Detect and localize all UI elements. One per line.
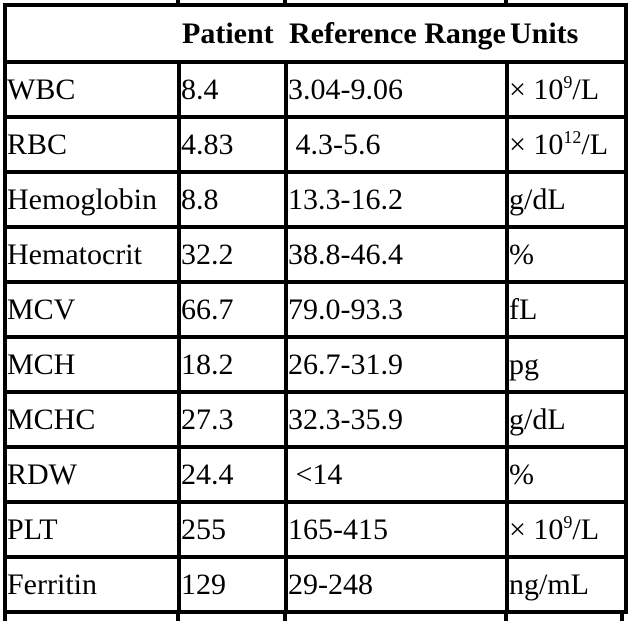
table-row-wbc: WBC 8.4 3.04-9.06 × 109/L xyxy=(3,60,628,119)
units-cell: g/dL xyxy=(505,390,628,449)
reference-range-cell: 3.04-9.06 xyxy=(284,60,509,119)
patient-value-cell: 32.2 xyxy=(177,225,288,284)
units-exponent: 12 xyxy=(563,126,582,147)
patient-value-cell: 129 xyxy=(177,555,288,614)
units-exponent: 9 xyxy=(563,511,573,532)
patient-value-cell: 27.3 xyxy=(177,390,288,449)
table-row-plt: PLT 255 165-415 × 109/L xyxy=(3,500,628,559)
parameter-cell: Ferritin xyxy=(3,555,181,614)
patient-value-cell: 66.7 xyxy=(177,280,288,339)
cropped-column-line-tick xyxy=(176,0,180,5)
lab-results-table: Patient Reference Range Units WBC 8.4 3.… xyxy=(3,3,628,614)
units-base: g/dL xyxy=(509,182,566,216)
units-cell: % xyxy=(505,445,628,504)
patient-value-cell: 8.8 xyxy=(177,170,288,229)
table-row-hemoglobin: Hemoglobin 8.8 13.3-16.2 g/dL xyxy=(3,170,628,229)
units-cell: pg xyxy=(505,335,628,394)
column-header-parameter xyxy=(5,5,179,64)
cropped-column-line-tick xyxy=(283,613,287,621)
units-base: × 10 xyxy=(509,127,564,161)
units-tail: /L xyxy=(572,72,600,106)
units-cell: × 1012/L xyxy=(505,115,628,174)
patient-value-cell: 255 xyxy=(177,500,288,559)
reference-range-cell: 4.3-5.6 xyxy=(284,115,509,174)
parameter-cell: WBC xyxy=(3,60,181,119)
reference-range-cell: 79.0-93.3 xyxy=(284,280,509,339)
table-row-ferritin: Ferritin 129 29-248 ng/mL xyxy=(3,555,628,614)
table-row-hematocrit: Hematocrit 32.2 38.8-46.4 % xyxy=(3,225,628,284)
parameter-cell: RDW xyxy=(3,445,181,504)
parameter-cell: MCH xyxy=(3,335,181,394)
units-base: % xyxy=(509,457,534,491)
column-header-patient: Patient xyxy=(179,5,286,64)
units-cell: % xyxy=(505,225,628,284)
units-cell: fL xyxy=(505,280,628,339)
table-row-rdw: RDW 24.4 <14 % xyxy=(3,445,628,504)
units-base: % xyxy=(509,237,534,271)
parameter-cell: Hematocrit xyxy=(3,225,181,284)
units-cell: × 109/L xyxy=(505,500,628,559)
table-row-mch: MCH 18.2 26.7-31.9 pg xyxy=(3,335,628,394)
patient-value-cell: 8.4 xyxy=(177,60,288,119)
reference-range-cell: 13.3-16.2 xyxy=(284,170,509,229)
reference-range-cell: <14 xyxy=(284,445,509,504)
header-row: Patient Reference Range Units xyxy=(5,5,626,64)
table-row-mchc: MCHC 27.3 32.3-35.9 g/dL xyxy=(3,390,628,449)
cropped-column-line-tick xyxy=(283,0,287,5)
reference-range-cell: 165-415 xyxy=(284,500,509,559)
units-base: g/dL xyxy=(509,402,566,436)
reference-range-cell: 38.8-46.4 xyxy=(284,225,509,284)
table-row-mcv: MCV 66.7 79.0-93.3 fL xyxy=(3,280,628,339)
parameter-cell: Hemoglobin xyxy=(3,170,181,229)
table-row-rbc: RBC 4.83 4.3-5.6 × 1012/L xyxy=(3,115,628,174)
cropped-column-line-tick xyxy=(504,0,508,5)
units-base: × 10 xyxy=(509,512,564,546)
units-cell: g/dL xyxy=(505,170,628,229)
units-base: fL xyxy=(509,292,538,326)
parameter-cell: RBC xyxy=(3,115,181,174)
column-header-reference-range: Reference Range xyxy=(286,5,507,64)
patient-value-cell: 18.2 xyxy=(177,335,288,394)
reference-range-cell: 32.3-35.9 xyxy=(284,390,509,449)
parameter-cell: PLT xyxy=(3,500,181,559)
patient-value-cell: 4.83 xyxy=(177,115,288,174)
reference-range-cell: 29-248 xyxy=(284,555,509,614)
column-header-units: Units xyxy=(507,5,626,64)
parameter-cell: MCHC xyxy=(3,390,181,449)
cropped-column-line-tick xyxy=(504,613,508,621)
units-tail: /L xyxy=(581,127,609,161)
units-base: pg xyxy=(509,347,539,381)
reference-range-cell: 26.7-31.9 xyxy=(284,335,509,394)
units-cell: ng/mL xyxy=(505,555,628,614)
cropped-column-line-tick xyxy=(3,613,7,621)
units-exponent: 9 xyxy=(563,71,573,92)
cropped-column-line-tick xyxy=(620,613,624,621)
units-tail: /L xyxy=(572,512,600,546)
units-cell: × 109/L xyxy=(505,60,628,119)
patient-value-cell: 24.4 xyxy=(177,445,288,504)
cropped-column-line-tick xyxy=(176,613,180,621)
parameter-cell: MCV xyxy=(3,280,181,339)
units-base: × 10 xyxy=(509,72,564,106)
units-base: ng/mL xyxy=(509,567,589,601)
